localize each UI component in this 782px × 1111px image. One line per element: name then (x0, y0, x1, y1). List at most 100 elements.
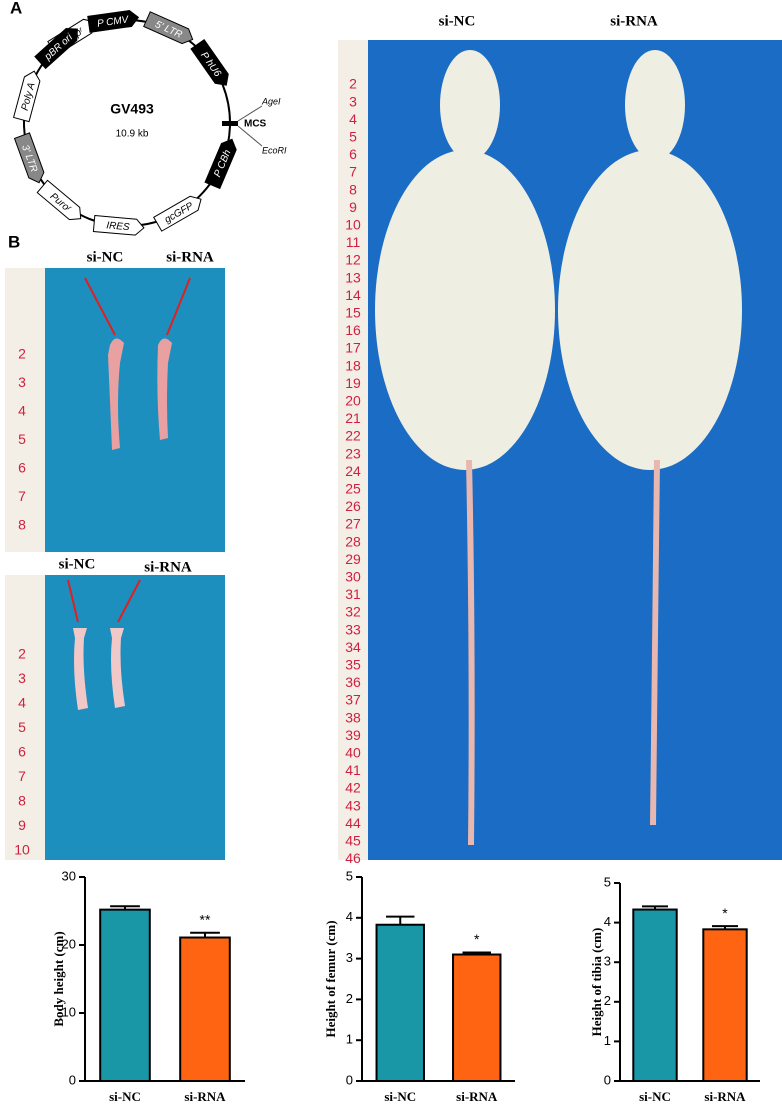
segment-arrow (190, 38, 229, 86)
ruler-number: 21 (345, 410, 361, 426)
arrow (166, 277, 191, 336)
tail (650, 460, 660, 825)
plasmid-size: 10.9 kb (116, 129, 149, 140)
y-tick-label: 20 (62, 936, 76, 951)
ruler-number: 7 (18, 488, 26, 504)
significance: * (474, 931, 480, 947)
ruler-number: 24 (345, 463, 361, 479)
ruler-number: 22 (345, 428, 361, 444)
mcs-label: MCS (244, 119, 267, 130)
ruler (5, 575, 45, 860)
group-label: si-NC (439, 13, 476, 29)
plasmid-segment: pBR ori (34, 27, 78, 70)
arrow (67, 579, 79, 623)
ruler-number: 30 (345, 569, 361, 585)
ruler-number: 5 (18, 431, 26, 447)
y-tick-label: 2 (604, 993, 611, 1008)
rat-photo (338, 40, 782, 860)
segment-arrow (204, 138, 237, 190)
y-tick-label: 3 (346, 950, 353, 965)
ruler-number: 8 (18, 793, 26, 809)
rat (558, 150, 742, 470)
significance: ** (200, 911, 211, 927)
panel-label: A (10, 0, 22, 17)
bar (452, 953, 502, 1083)
ruler-number: 20 (345, 393, 361, 409)
y-tick-label: 1 (604, 1033, 611, 1048)
plasmid-name: GV493 (110, 101, 154, 117)
bone (73, 628, 88, 710)
ruler-number: 43 (345, 797, 361, 813)
bone (110, 628, 125, 708)
ruler-number: 36 (345, 674, 361, 690)
ruler-number: 41 (345, 762, 361, 778)
ruler-number: 6 (18, 460, 26, 476)
mcs-marker (222, 121, 238, 126)
group-label: si-NC (87, 249, 124, 265)
ruler-number: 2 (18, 346, 26, 362)
bar (632, 908, 678, 1082)
bar (179, 936, 231, 1083)
bone (157, 338, 172, 440)
ruler-number: 45 (345, 833, 361, 849)
ruler-number: 42 (345, 780, 361, 796)
ruler-number: 19 (345, 375, 361, 391)
bar (702, 928, 748, 1082)
ruler-number: 10 (345, 217, 361, 233)
segment-label: IRES (106, 220, 131, 233)
bone (108, 338, 124, 450)
y-tick-label: 4 (604, 914, 611, 929)
ruler-number: 37 (345, 692, 361, 708)
y-tick-label: 10 (62, 1004, 76, 1019)
photo-background (338, 40, 782, 860)
plasmid-segment: P CBh (204, 138, 237, 190)
ruler-number: 4 (18, 403, 26, 419)
ruler-number: 15 (345, 305, 361, 321)
segment-arrow (36, 179, 82, 221)
y-tick-label: 3 (604, 954, 611, 969)
ruler-number: 11 (346, 234, 361, 250)
ruler-number: 39 (345, 727, 361, 743)
ruler-number: 27 (345, 516, 361, 532)
group-label: si-NC (59, 556, 96, 572)
x-tick-label: si-NC (639, 1089, 671, 1104)
x-tick-label: si-NC (384, 1089, 416, 1104)
ruler-number: 16 (345, 322, 361, 338)
ruler-number: 6 (18, 744, 26, 760)
ruler-number: 44 (345, 815, 361, 831)
y-tick-label: 0 (69, 1072, 76, 1087)
ruler-number: 12 (345, 252, 361, 268)
segment-arrow (34, 27, 78, 70)
ruler-number: 29 (345, 551, 361, 567)
segment-arrow (12, 70, 41, 123)
ruler-number: 23 (345, 445, 361, 461)
ruler-number: 35 (345, 657, 361, 673)
ruler-number: 9 (18, 817, 26, 833)
site-label: AgeI (261, 96, 281, 106)
ruler-number: 17 (345, 340, 361, 356)
x-tick-label: si-RNA (456, 1089, 498, 1104)
plasmid-segment: IRES (92, 215, 145, 236)
ruler-number: 4 (18, 695, 26, 711)
significance: * (722, 905, 728, 921)
rat (625, 50, 685, 160)
bar (99, 908, 151, 1083)
group-label: si-RNA (144, 559, 192, 575)
ruler-number: 46 (345, 850, 361, 866)
ruler-number: 14 (345, 287, 361, 303)
site-line (237, 105, 263, 122)
bar (375, 923, 425, 1083)
segment-arrow (153, 195, 202, 232)
x-tick-label: si-RNA (704, 1089, 746, 1104)
ruler-number: 3 (18, 374, 26, 390)
arrow (117, 579, 141, 623)
y-tick-label: 0 (346, 1072, 353, 1087)
ruler-number: 32 (345, 604, 361, 620)
segment-arrow (143, 11, 194, 45)
ruler-number: 38 (345, 709, 361, 725)
ruler-number: 5 (349, 129, 357, 145)
ruler (338, 40, 368, 860)
ruler-number: 7 (349, 164, 357, 180)
